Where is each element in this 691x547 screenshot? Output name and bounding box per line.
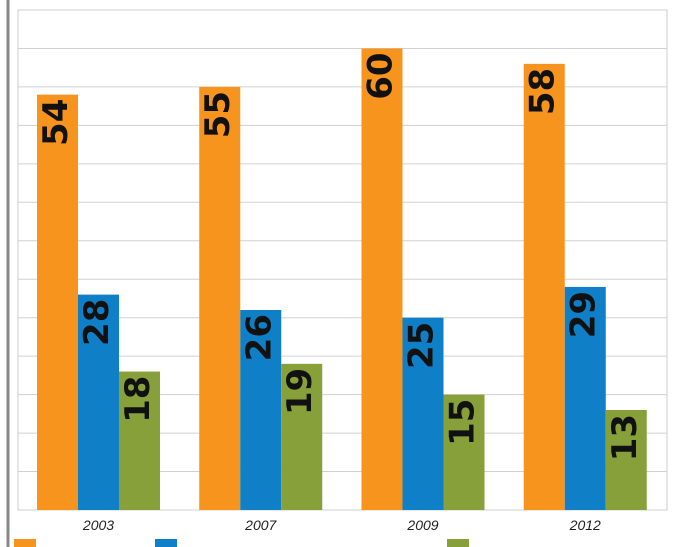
data-label: 60	[361, 52, 401, 99]
data-label: 19	[280, 368, 320, 415]
data-label: 26	[239, 314, 279, 361]
data-label: 28	[77, 299, 117, 346]
bar	[281, 363, 323, 510]
bar	[119, 371, 160, 510]
legend-swatch	[447, 539, 469, 547]
bar	[402, 317, 444, 510]
data-label: 58	[523, 68, 563, 115]
data-label: 55	[198, 91, 238, 138]
bar	[605, 410, 647, 510]
data-label: 15	[443, 399, 483, 446]
bar	[443, 394, 485, 510]
legend-swatch	[155, 539, 177, 547]
x-tick-label: 2003	[82, 517, 114, 533]
x-tick-label: 2012	[569, 517, 601, 533]
x-tick-label: 2009	[406, 517, 438, 533]
x-tick-label: 2007	[244, 517, 277, 533]
bar	[564, 286, 606, 510]
legend-swatch	[14, 539, 36, 547]
bar	[240, 310, 282, 510]
data-label: 54	[36, 99, 76, 146]
data-label: 25	[402, 322, 442, 369]
bar	[361, 48, 403, 510]
data-label: 29	[564, 291, 604, 338]
bar	[78, 294, 119, 510]
data-label: 18	[118, 376, 158, 423]
bar	[37, 94, 78, 510]
data-label: 13	[605, 414, 645, 461]
bar	[199, 86, 241, 510]
bar	[523, 63, 565, 510]
